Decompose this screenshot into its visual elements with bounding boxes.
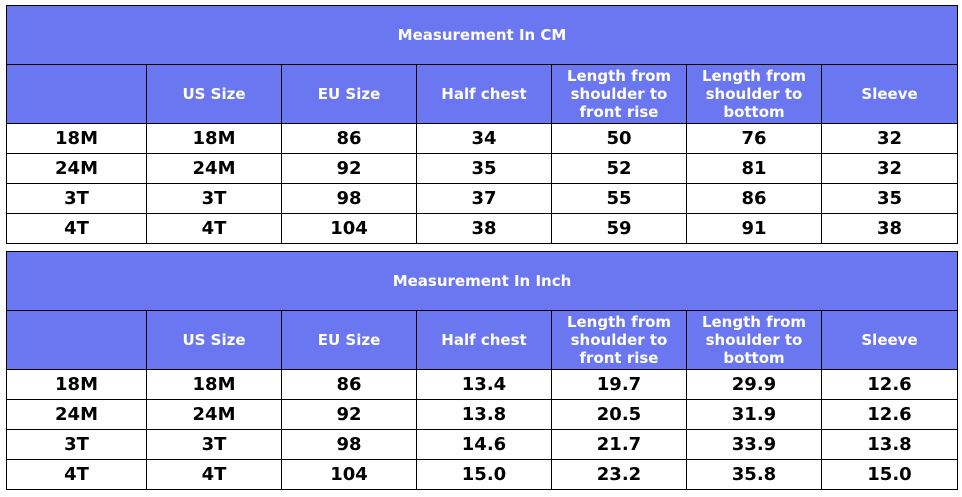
length-bottom-cell: 33.9 bbox=[686, 429, 822, 460]
eu-size-cell: 98 bbox=[281, 183, 417, 214]
length-front-rise-cell: 50 bbox=[551, 123, 687, 154]
half-chest-cell: 34 bbox=[416, 123, 552, 154]
column-header-length-bottom: Length from shoulder to bottom bbox=[686, 64, 822, 124]
size-label-cell: 18M bbox=[6, 369, 147, 400]
us-size-cell: 18M bbox=[146, 369, 282, 400]
length-bottom-cell: 31.9 bbox=[686, 399, 822, 430]
column-header-us-size: US Size bbox=[146, 310, 282, 370]
length-bottom-cell: 91 bbox=[686, 213, 822, 244]
size-label-cell: 18M bbox=[6, 123, 147, 154]
table-row: 4T 4T 104 38 59 91 38 bbox=[6, 213, 959, 244]
column-header-size-label bbox=[6, 310, 147, 370]
length-bottom-cell: 35.8 bbox=[686, 459, 822, 490]
column-header-eu-size: EU Size bbox=[281, 64, 417, 124]
size-label-cell: 24M bbox=[6, 153, 147, 184]
size-label-cell: 4T bbox=[6, 459, 147, 490]
length-front-rise-cell: 55 bbox=[551, 183, 687, 214]
eu-size-cell: 92 bbox=[281, 153, 417, 184]
us-size-cell: 4T bbox=[146, 213, 282, 244]
length-front-rise-cell: 52 bbox=[551, 153, 687, 184]
table-row: 4T 4T 104 15.0 23.2 35.8 15.0 bbox=[6, 459, 958, 490]
column-header-us-size: US Size bbox=[146, 64, 282, 124]
measurement-cm-table: Measurement In CM US Size EU Size Half c… bbox=[5, 5, 959, 244]
table-row: 3T 3T 98 37 55 86 35 bbox=[6, 183, 959, 214]
half-chest-cell: 38 bbox=[416, 213, 552, 244]
length-bottom-cell: 81 bbox=[686, 153, 822, 184]
length-bottom-cell: 29.9 bbox=[686, 369, 822, 400]
measurement-inch-table: Measurement In Inch US Size EU Size Half… bbox=[6, 251, 958, 490]
half-chest-cell: 14.6 bbox=[416, 429, 552, 460]
column-header-length-front-rise: Length from shoulder to front rise bbox=[551, 310, 687, 370]
sleeve-cell: 32 bbox=[820, 153, 959, 184]
length-bottom-cell: 76 bbox=[686, 123, 822, 154]
column-header-eu-size: EU Size bbox=[281, 310, 417, 370]
length-front-rise-cell: 59 bbox=[551, 213, 687, 244]
size-label-cell: 24M bbox=[6, 399, 147, 430]
column-header-sleeve: Sleeve bbox=[821, 310, 958, 370]
column-header-sleeve: Sleeve bbox=[820, 64, 959, 124]
column-header-half-chest: Half chest bbox=[416, 64, 552, 124]
column-header-half-chest: Half chest bbox=[416, 310, 552, 370]
sleeve-cell: 15.0 bbox=[821, 459, 958, 490]
column-header-length-front-rise: Length from shoulder to front rise bbox=[551, 64, 687, 124]
length-front-rise-cell: 23.2 bbox=[551, 459, 687, 490]
eu-size-cell: 98 bbox=[281, 429, 417, 460]
table-row: 24M 24M 92 13.8 20.5 31.9 12.6 bbox=[6, 399, 958, 430]
eu-size-cell: 104 bbox=[281, 459, 417, 490]
sleeve-cell: 32 bbox=[820, 123, 959, 154]
half-chest-cell: 13.4 bbox=[416, 369, 552, 400]
table-row: 18M 18M 86 34 50 76 32 bbox=[6, 123, 959, 154]
eu-size-cell: 104 bbox=[281, 213, 417, 244]
eu-size-cell: 86 bbox=[281, 369, 417, 400]
table-row: 3T 3T 98 14.6 21.7 33.9 13.8 bbox=[6, 429, 958, 460]
size-label-cell: 3T bbox=[6, 183, 147, 214]
eu-size-cell: 92 bbox=[281, 399, 417, 430]
eu-size-cell: 86 bbox=[281, 123, 417, 154]
length-front-rise-cell: 21.7 bbox=[551, 429, 687, 460]
length-front-rise-cell: 19.7 bbox=[551, 369, 687, 400]
us-size-cell: 3T bbox=[146, 429, 282, 460]
sleeve-cell: 13.8 bbox=[821, 429, 958, 460]
us-size-cell: 18M bbox=[146, 123, 282, 154]
sleeve-cell: 38 bbox=[820, 213, 959, 244]
us-size-cell: 3T bbox=[146, 183, 282, 214]
table-row: 18M 18M 86 13.4 19.7 29.9 12.6 bbox=[6, 369, 958, 400]
half-chest-cell: 37 bbox=[416, 183, 552, 214]
sleeve-cell: 12.6 bbox=[821, 399, 958, 430]
table-row: 24M 24M 92 35 52 81 32 bbox=[6, 153, 959, 184]
size-label-cell: 4T bbox=[6, 213, 147, 244]
us-size-cell: 24M bbox=[146, 399, 282, 430]
column-header-length-bottom: Length from shoulder to bottom bbox=[686, 310, 822, 370]
length-bottom-cell: 86 bbox=[686, 183, 822, 214]
sleeve-cell: 12.6 bbox=[821, 369, 958, 400]
us-size-cell: 24M bbox=[146, 153, 282, 184]
size-label-cell: 3T bbox=[6, 429, 147, 460]
table-title: Measurement In Inch bbox=[6, 251, 958, 311]
header-row: US Size EU Size Half chest Length from s… bbox=[6, 310, 958, 370]
column-header-size-label bbox=[6, 64, 147, 124]
table-title: Measurement In CM bbox=[5, 5, 959, 65]
length-front-rise-cell: 20.5 bbox=[551, 399, 687, 430]
half-chest-cell: 13.8 bbox=[416, 399, 552, 430]
sleeve-cell: 35 bbox=[820, 183, 959, 214]
half-chest-cell: 15.0 bbox=[416, 459, 552, 490]
us-size-cell: 4T bbox=[146, 459, 282, 490]
header-row: US Size EU Size Half chest Length from s… bbox=[6, 64, 959, 124]
half-chest-cell: 35 bbox=[416, 153, 552, 184]
